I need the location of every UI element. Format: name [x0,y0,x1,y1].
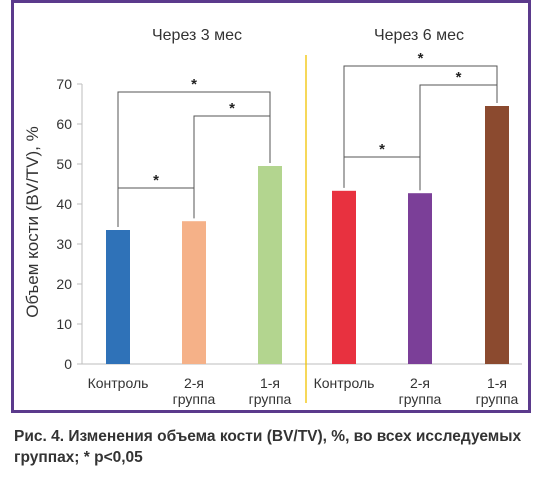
significance-bracket [117,91,271,227]
x-tick-label: группа [476,391,519,407]
figure-frame: Объем кости (BV/TV), % 0 10 20 30 40 50 60 70 Чер… [11,0,531,413]
y-tick-label: 60 [56,116,72,132]
bar [106,230,130,364]
significance-marker: * [379,141,385,158]
significance-marker: * [153,172,159,189]
significance-bracket [343,65,498,188]
significance-marker: * [191,76,197,93]
bar [182,221,206,364]
x-tick-label: Контроль [88,375,149,391]
y-tick-label: 10 [56,316,72,332]
x-tick-label: группа [249,391,292,407]
x-tick-label: 2-я [410,375,430,391]
significance-marker: * [456,69,462,86]
y-tick-label: 50 [56,156,72,172]
figure-caption: Рис. 4. Изменения объема кости (BV/TV), … [14,428,522,466]
y-tick-label: 20 [56,276,72,292]
x-tick-label: 1-я [260,375,280,391]
x-tick-label: группа [173,391,216,407]
y-tick-label: 30 [56,236,72,252]
y-tick-label: 40 [56,196,72,212]
y-tick-label: 0 [64,356,72,372]
x-tick-label: 2-я [184,375,204,391]
x-tick-label: Контроль [314,375,375,391]
panel-title: Через 6 мес [374,27,464,44]
panel-title: Через 3 мес [152,27,242,44]
bar [332,190,356,364]
bar [258,166,282,364]
significance-marker: * [229,100,235,117]
significance-marker: * [418,50,424,67]
y-axis-label: Объем кости (BV/TV), % [23,126,42,317]
x-tick-label: 1-я [487,375,507,391]
y-tick-label: 70 [56,76,72,92]
significance-bracket [343,156,421,191]
bar-chart: Объем кости (BV/TV), % 0 10 20 30 40 50 60 70 Чер… [23,27,522,407]
bar [485,106,509,364]
x-tick-label: группа [399,391,442,407]
bar [408,193,432,364]
significance-bracket [117,187,195,227]
